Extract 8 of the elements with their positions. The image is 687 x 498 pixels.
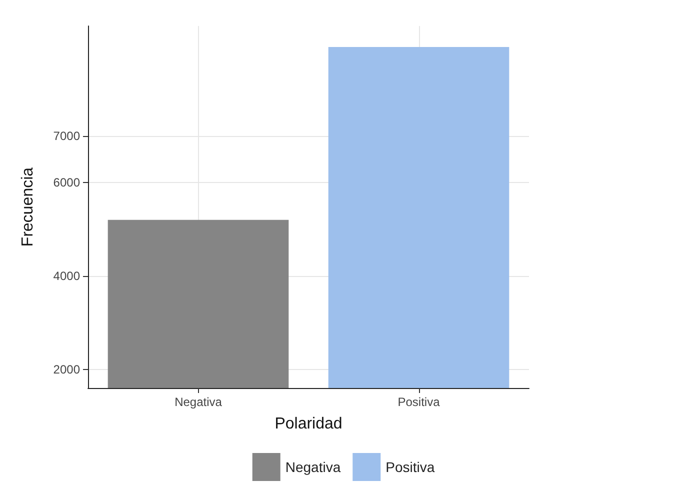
x-axis-title: Polaridad [274,416,342,432]
legend-label: Positiva [386,459,435,475]
legend-label: Negativa [285,459,341,475]
y-tick-label: 7000 [53,128,80,143]
y-axis-title: Frecuencia [20,167,36,247]
y-tick-label: 2000 [53,362,80,376]
y-tick-label: 6000 [53,175,80,190]
y-tick-label: 4000 [53,268,80,283]
